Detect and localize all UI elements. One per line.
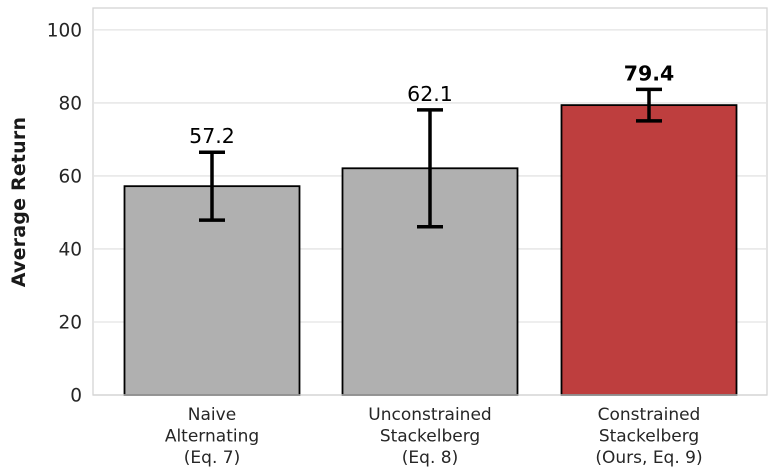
bar <box>560 104 738 396</box>
x-category-label-line: Alternating <box>165 427 259 447</box>
x-category-label-line: Constrained <box>598 405 701 425</box>
y-tick-label: 20 <box>58 312 82 333</box>
y-tick-label: 0 <box>70 386 82 407</box>
bar-value-label: 62.1 <box>407 82 453 106</box>
x-category-label-line: Stackelberg <box>380 427 480 447</box>
x-category-label-line: Naive <box>188 405 236 425</box>
y-tick-label: 60 <box>58 166 82 187</box>
x-category-label-line: Unconstrained <box>368 405 491 425</box>
x-category-label-line: (Eq. 8) <box>402 448 458 468</box>
x-category-label: Constrained Stackelberg (Ours, Eq. 9) <box>595 405 702 468</box>
bar-value-label: 79.4 <box>624 61 675 85</box>
y-tick-label: 80 <box>58 93 82 114</box>
x-category-label-line: (Ours, Eq. 9) <box>595 448 702 468</box>
x-category-label: Unconstrained Stackelberg (Eq. 8) <box>368 405 491 468</box>
x-category-label: Naive Alternating (Eq. 7) <box>165 405 259 468</box>
y-axis-label: Average Return <box>8 116 30 288</box>
x-category-label-line: (Eq. 7) <box>184 448 240 468</box>
x-category-label-line: Stackelberg <box>599 427 699 447</box>
bar-value-label: 57.2 <box>189 124 235 148</box>
y-tick-label: 40 <box>58 239 82 260</box>
y-tick-label: 100 <box>47 20 82 41</box>
